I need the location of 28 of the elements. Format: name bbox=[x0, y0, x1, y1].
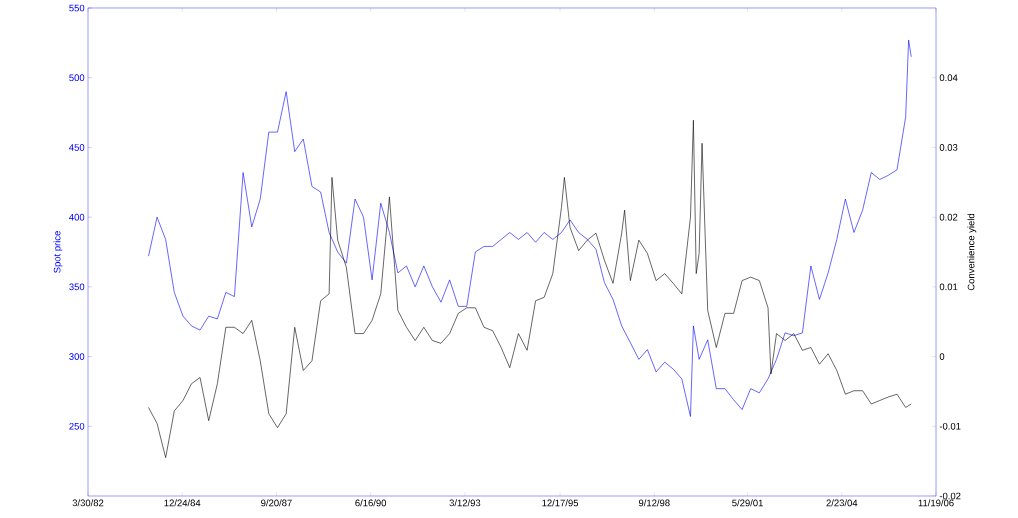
y2-tick-label: 0.01 bbox=[939, 283, 958, 291]
x-tick-label: 3/12/93 bbox=[449, 499, 481, 507]
x-tick-label: 2/23/04 bbox=[826, 499, 858, 507]
x-tick-label: 9/12/98 bbox=[638, 499, 670, 507]
y-axis-title: Spot price bbox=[53, 231, 63, 273]
y-tick-label: 400 bbox=[69, 213, 85, 221]
x-tick-label: 5/29/01 bbox=[732, 499, 763, 507]
y2-tick-label: 0.04 bbox=[939, 74, 958, 82]
y2-axis-title: Convenience yield bbox=[967, 213, 977, 291]
y-tick-label: 450 bbox=[69, 144, 85, 151]
x-tick-label: 9/20/87 bbox=[261, 499, 292, 507]
x-tick-label: 12/24/84 bbox=[164, 499, 201, 507]
y2-tick-label: 0.02 bbox=[939, 213, 958, 221]
x-tick-label: 11/19/06 bbox=[918, 499, 954, 507]
y2-tick-label: 0 bbox=[939, 353, 945, 360]
y2-tick-label: 0.03 bbox=[939, 144, 958, 151]
y-tick-label: 500 bbox=[69, 74, 85, 82]
y-tick-label: 550 bbox=[69, 4, 85, 12]
x-tick-label: 6/16/90 bbox=[355, 499, 387, 507]
line-series bbox=[148, 39, 912, 417]
y2-tick-label: -0.02 bbox=[939, 492, 961, 500]
line-series bbox=[148, 119, 912, 458]
x-tick-label: 12/17/95 bbox=[542, 499, 579, 507]
y2-tick-label: -0.01 bbox=[939, 422, 961, 430]
y-tick-label: 350 bbox=[69, 283, 85, 291]
y-tick-label: 250 bbox=[69, 422, 85, 430]
x-tick-label: 3/30/82 bbox=[72, 499, 104, 507]
y-tick-label: 300 bbox=[69, 353, 85, 360]
